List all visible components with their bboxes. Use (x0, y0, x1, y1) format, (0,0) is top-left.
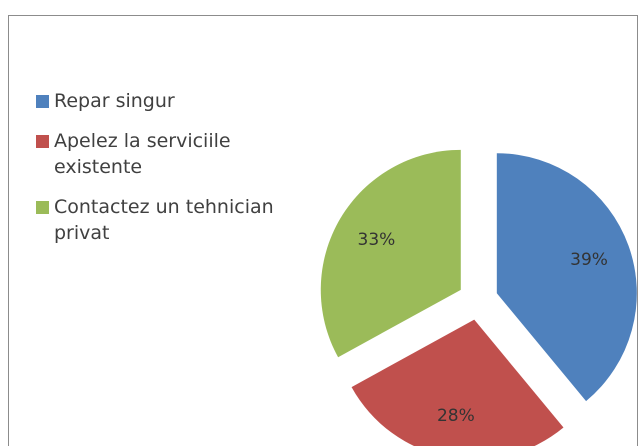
legend-item: Apelez la serviciile existente (36, 128, 316, 180)
slice-label: 39% (570, 250, 608, 270)
legend-item: Contactez un tehnician privat (36, 194, 316, 246)
legend: Repar singur Apelez la serviciile existen… (36, 88, 316, 260)
legend-swatch (36, 95, 49, 108)
legend-swatch (36, 201, 49, 214)
legend-swatch (36, 135, 49, 148)
legend-item: Repar singur (36, 88, 316, 114)
pie-slice (496, 153, 637, 402)
pie-slice (320, 149, 461, 358)
slice-label: 33% (358, 230, 396, 250)
legend-label: Repar singur (54, 90, 175, 112)
chart-frame (8, 15, 638, 446)
legend-label: Contactez un tehnician privat (54, 196, 274, 244)
pie-slice (351, 319, 564, 446)
slice-label: 28% (437, 406, 475, 426)
legend-label: Apelez la serviciile existente (54, 130, 231, 178)
